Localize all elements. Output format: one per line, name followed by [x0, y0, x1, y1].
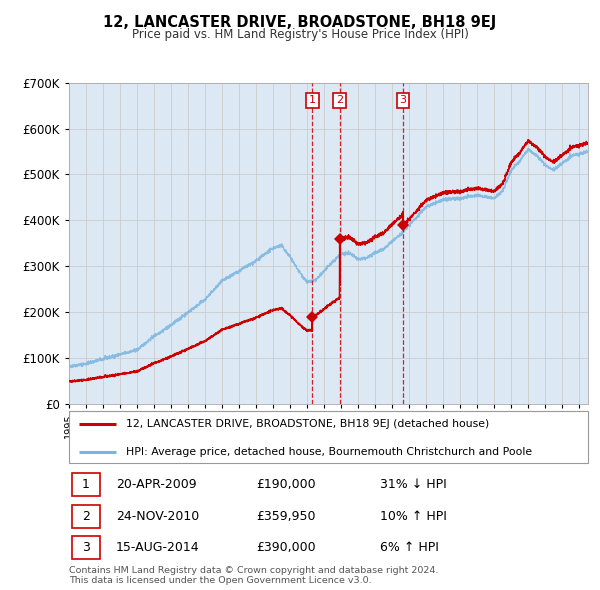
- Text: 12, LANCASTER DRIVE, BROADSTONE, BH18 9EJ: 12, LANCASTER DRIVE, BROADSTONE, BH18 9E…: [103, 15, 497, 30]
- Text: 3: 3: [400, 96, 406, 106]
- Text: £390,000: £390,000: [256, 541, 316, 554]
- Text: 1: 1: [309, 96, 316, 106]
- Text: Contains HM Land Registry data © Crown copyright and database right 2024.
This d: Contains HM Land Registry data © Crown c…: [69, 566, 439, 585]
- Text: 15-AUG-2014: 15-AUG-2014: [116, 541, 199, 554]
- Text: 2: 2: [336, 96, 343, 106]
- FancyBboxPatch shape: [69, 411, 588, 463]
- Text: 24-NOV-2010: 24-NOV-2010: [116, 510, 199, 523]
- Text: 1: 1: [82, 478, 90, 491]
- Text: £359,950: £359,950: [256, 510, 316, 523]
- FancyBboxPatch shape: [71, 505, 100, 527]
- Text: HPI: Average price, detached house, Bournemouth Christchurch and Poole: HPI: Average price, detached house, Bour…: [126, 447, 532, 457]
- Text: Price paid vs. HM Land Registry's House Price Index (HPI): Price paid vs. HM Land Registry's House …: [131, 28, 469, 41]
- Text: 10% ↑ HPI: 10% ↑ HPI: [380, 510, 447, 523]
- Text: 31% ↓ HPI: 31% ↓ HPI: [380, 478, 447, 491]
- Text: 6% ↑ HPI: 6% ↑ HPI: [380, 541, 439, 554]
- FancyBboxPatch shape: [71, 536, 100, 559]
- Text: 2: 2: [82, 510, 90, 523]
- Text: 12, LANCASTER DRIVE, BROADSTONE, BH18 9EJ (detached house): 12, LANCASTER DRIVE, BROADSTONE, BH18 9E…: [126, 419, 490, 429]
- Text: 20-APR-2009: 20-APR-2009: [116, 478, 196, 491]
- Text: 3: 3: [82, 541, 90, 554]
- FancyBboxPatch shape: [71, 473, 100, 496]
- Text: £190,000: £190,000: [256, 478, 316, 491]
